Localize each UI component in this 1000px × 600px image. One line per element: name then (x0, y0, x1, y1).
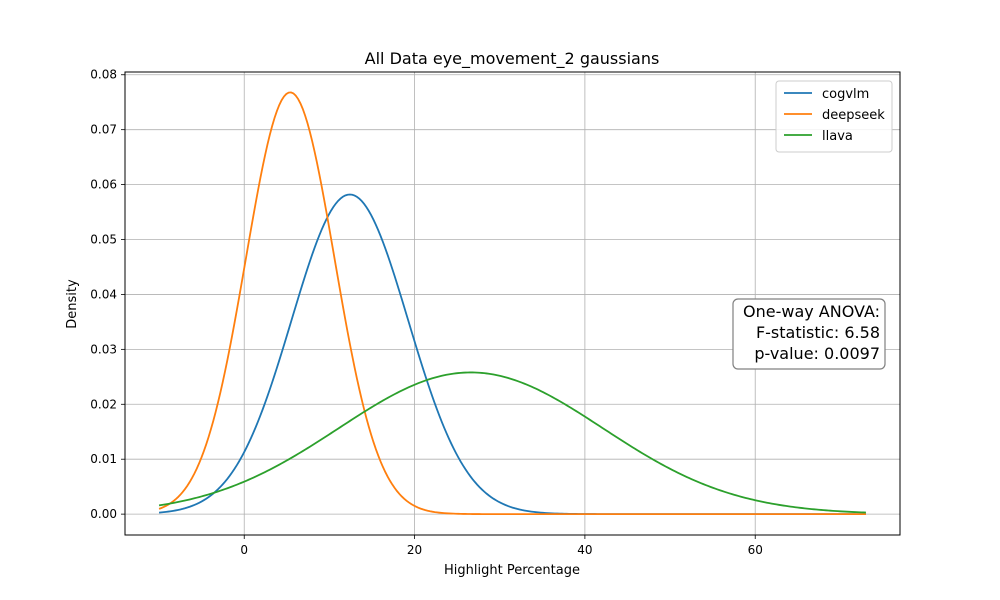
anova-annotation: One-way ANOVA: F-statistic: 6.58 p-value: … (732, 298, 886, 370)
series-line-deepseek (158, 91, 866, 516)
y-axis-label: Density (65, 279, 80, 329)
x-axis-label: Highlight Percentage (444, 563, 580, 578)
series-line-llava (158, 371, 866, 514)
plot-frame (124, 71, 901, 536)
y-tick-label: 0.08 (90, 68, 117, 82)
legend: cogvlm deepseek llava (775, 80, 893, 153)
annotation-line: One-way ANOVA: (743, 302, 880, 321)
series-curves (158, 91, 866, 516)
x-tick-label: 60 (748, 543, 763, 557)
y-tick-label: 0.07 (90, 123, 117, 137)
legend-label-cogvlm: cogvlm (822, 87, 869, 102)
annotation-line: p-value: 0.0097 (754, 344, 880, 363)
chart-title: All Data eye_movement_2 gaussians (365, 49, 660, 69)
y-tick-label: 0.06 (90, 178, 117, 192)
legend-label-deepseek: deepseek (822, 108, 885, 123)
legend-label-llava: llava (822, 129, 853, 144)
x-axis-ticks: 0 20 40 60 (240, 535, 763, 557)
x-tick-label: 40 (577, 543, 592, 557)
y-tick-label: 0.03 (90, 342, 117, 356)
y-tick-label: 0.04 (90, 287, 117, 301)
annotation-line: F-statistic: 6.58 (756, 323, 880, 342)
y-tick-label: 0.01 (90, 452, 117, 466)
y-axis-ticks: 0.00 0.01 0.02 0.03 0.04 0.05 0.06 0.07 0.08 (90, 68, 125, 521)
y-tick-label: 0.02 (90, 397, 117, 411)
annotation-box (732, 298, 886, 370)
x-tick-label: 0 (240, 543, 248, 557)
grid (125, 72, 900, 535)
y-tick-label: 0.05 (90, 233, 117, 247)
x-tick-label: 20 (407, 543, 422, 557)
y-tick-label: 0.00 (90, 507, 117, 521)
